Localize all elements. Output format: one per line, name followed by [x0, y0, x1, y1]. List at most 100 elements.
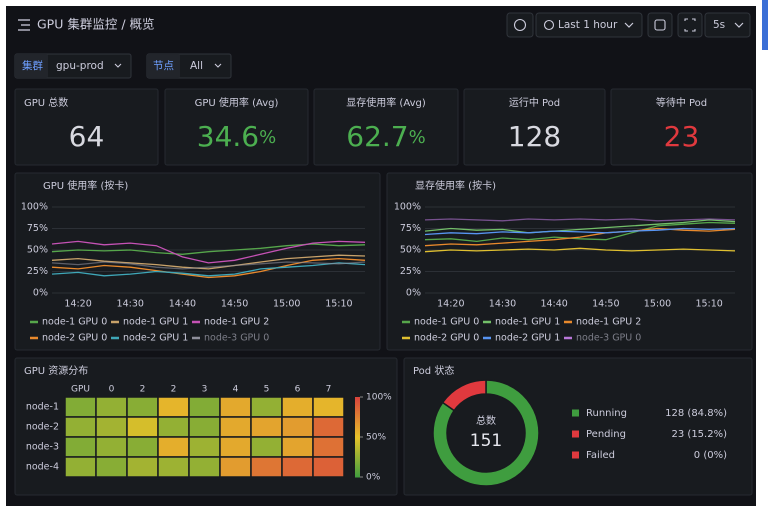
colorbar-step	[355, 437, 360, 440]
heatmap-cell	[95, 436, 128, 458]
colorbar-step	[355, 415, 360, 418]
dashboard-title: GPU 集群监控 / 概览	[37, 17, 155, 32]
x-tick-label: 14:30	[489, 299, 516, 310]
heatmap-cell	[312, 436, 345, 458]
heatmap-cell	[219, 416, 252, 438]
colorbar-label: 50%	[366, 433, 386, 443]
legend-label: Pending	[586, 429, 626, 440]
colorbar-step	[355, 443, 360, 446]
x-tick-label: 14:30	[117, 299, 144, 310]
y-tick-label: 75%	[27, 223, 48, 234]
legend-label: node-2 GPU 1	[123, 333, 188, 344]
heatmap-cell	[188, 456, 221, 478]
legend-label: node-2 GPU 1	[495, 333, 560, 344]
menu-icon[interactable]	[18, 19, 30, 31]
filter-value: gpu-prod	[56, 60, 104, 72]
x-tick-label: 14:20	[437, 299, 464, 310]
heatmap-cell	[250, 416, 283, 438]
colorbar-step	[355, 417, 360, 420]
x-tick-label: 15:10	[325, 299, 352, 310]
stat-panel	[313, 88, 459, 166]
series-line	[424, 221, 736, 243]
refresh-value: 5s	[713, 19, 725, 31]
series-line	[51, 257, 366, 279]
row-label: node-3	[26, 442, 59, 453]
stat-number: 34.6	[197, 120, 259, 153]
stat-number: 128	[508, 120, 561, 153]
series-line	[424, 227, 736, 236]
heatmap-cell	[95, 416, 128, 438]
colorbar-step	[355, 419, 360, 422]
heatmap-cell	[188, 416, 221, 438]
heatmap-cell	[219, 456, 252, 478]
legend-label: node-3 GPU 0	[204, 333, 269, 344]
stat-title: GPU 使用率 (Avg)	[195, 96, 279, 109]
heatmap-cell	[281, 416, 314, 438]
column-label: 2	[171, 385, 177, 395]
filter-label: 节点	[153, 60, 174, 72]
stat-title: GPU 总数	[24, 96, 68, 109]
panel-title: GPU 使用率 (按卡)	[43, 179, 128, 192]
colorbar-step	[355, 401, 360, 404]
time-picker[interactable]	[535, 12, 643, 38]
heatmap-cell	[281, 436, 314, 458]
colorbar-step	[355, 447, 360, 450]
stat-value: 62.7%	[346, 120, 425, 153]
heatmap-cell	[157, 416, 190, 438]
legend-value: 0 (0%)	[694, 450, 727, 461]
colorbar-step	[355, 411, 360, 414]
panel-title: Pod 状态	[413, 364, 454, 377]
panel	[14, 172, 381, 351]
refresh-interval[interactable]	[704, 12, 751, 38]
heatmap-cell	[95, 456, 128, 478]
x-tick-label: 15:00	[644, 299, 671, 310]
colorbar-step	[355, 457, 360, 460]
heatmap-cell	[312, 396, 345, 418]
stat-value: 64	[69, 120, 105, 153]
series-line	[424, 219, 736, 234]
zoom-button[interactable]	[647, 12, 673, 38]
x-tick-label: 14:50	[592, 299, 619, 310]
colorbar-step	[355, 455, 360, 458]
legend-value: 23 (15.2%)	[672, 429, 728, 440]
colorbar-step	[355, 425, 360, 428]
stat-panel	[463, 88, 606, 166]
stat-number: 23	[664, 120, 700, 153]
heatmap-cell	[126, 456, 159, 478]
globe-icon	[513, 18, 527, 32]
column-label: 3	[202, 385, 208, 395]
legend-label: node-1 GPU 1	[123, 317, 188, 328]
legend-label: node-2 GPU 0	[42, 333, 107, 344]
colorbar-step	[355, 471, 360, 474]
heatmap-cell	[250, 456, 283, 478]
column-label: 7	[326, 385, 332, 395]
legend-label: node-1 GPU 0	[414, 317, 479, 328]
stat-value: 23	[664, 120, 700, 153]
series-line	[51, 243, 366, 255]
colorbar-step	[355, 397, 360, 400]
heatmap-cell	[157, 396, 190, 418]
y-tick-label: 25%	[27, 266, 48, 277]
legend-swatch	[572, 430, 579, 438]
colorbar-step	[355, 441, 360, 444]
refresh-button[interactable]	[677, 12, 703, 38]
scroll-indicator	[762, 0, 768, 50]
colorbar-step	[355, 433, 360, 436]
colorbar-step	[355, 459, 360, 462]
stat-number: 62.7	[346, 120, 408, 153]
colorbar-step	[355, 399, 360, 402]
column-label: 4	[233, 385, 239, 395]
timezone-button[interactable]	[506, 12, 534, 38]
chevron	[114, 63, 122, 68]
colorbar-label: 100%	[366, 393, 392, 403]
x-tick-label: 15:10	[695, 299, 722, 310]
heatmap-cell	[219, 396, 252, 418]
stat-title: 显存使用率 (Avg)	[346, 96, 426, 109]
heatmap-cell	[312, 416, 345, 438]
heatmap-cell	[64, 396, 97, 418]
column-label: 2	[140, 385, 146, 395]
colorbar-step	[355, 435, 360, 438]
legend-label: node-3 GPU 0	[576, 333, 641, 344]
filter-label: 集群	[22, 59, 43, 72]
stat-value: 34.6%	[197, 120, 276, 153]
